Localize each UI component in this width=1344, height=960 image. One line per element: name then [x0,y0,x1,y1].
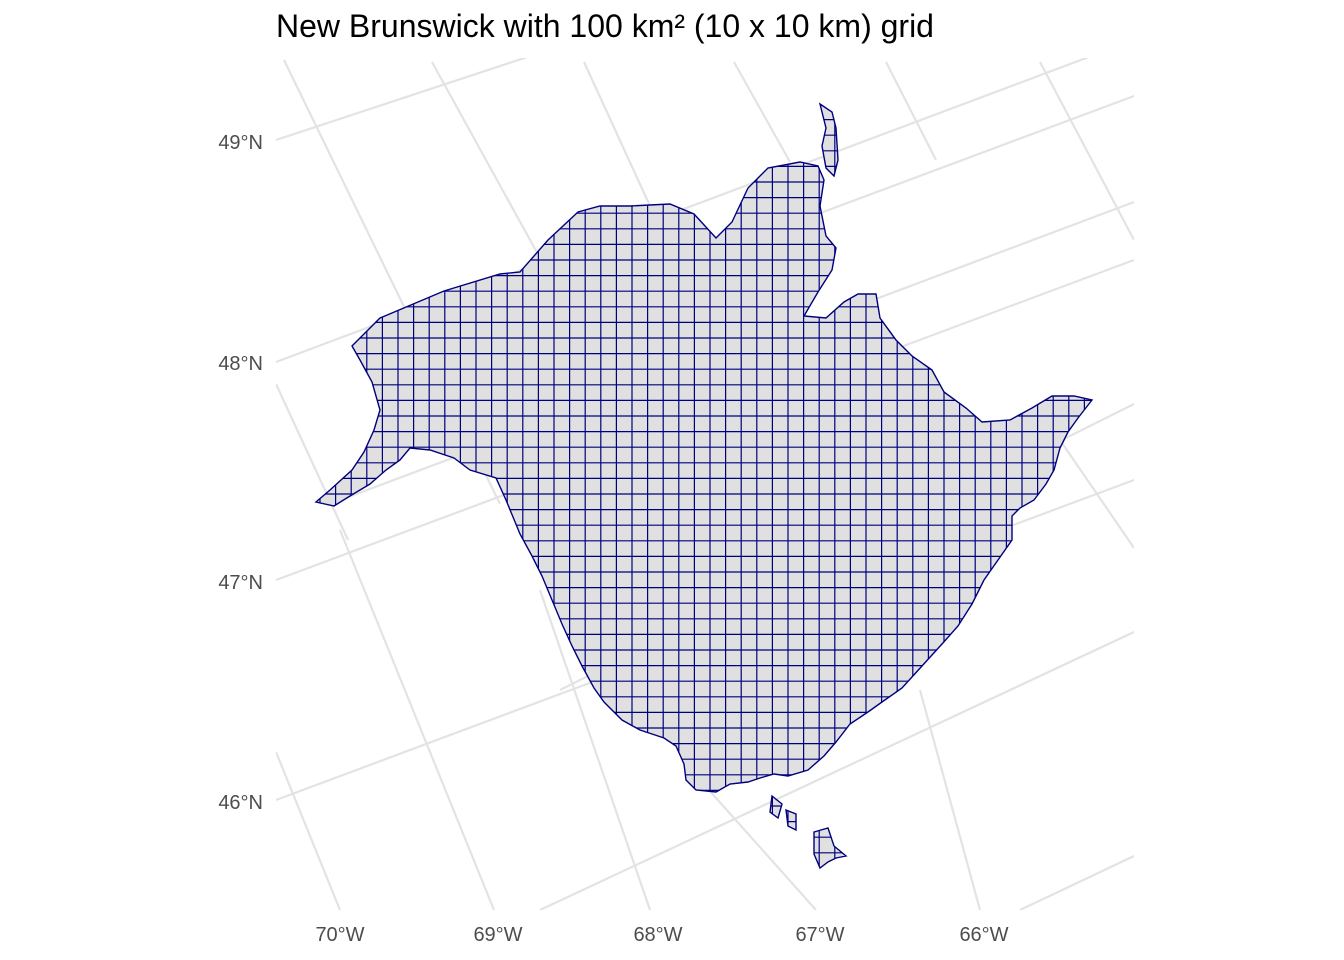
lon-label-69: 69°W [473,924,522,946]
graticule-lon-67 [733,61,791,163]
graticule-lon-70-b [276,383,349,541]
graticule-lon-68-b [538,589,652,910]
lat-label-49: 49°N [218,132,263,154]
lat-label-46: 46°N [218,792,263,814]
graticule-lat-45 [1019,855,1134,910]
graticule-lon-65 [1039,61,1134,241]
graticule-lon-69 [431,61,541,259]
latitude-labels: 49°N 48°N 47°N 46°N [218,132,263,814]
lon-label-66: 66°W [959,924,1008,946]
lon-label-68: 68°W [633,924,682,946]
lat-label-47: 47°N [218,572,263,594]
graticule-lat-49 [276,58,528,142]
lat-label-48: 48°N [218,353,263,375]
graticule-lon-66-b [918,689,982,910]
map-title: New Brunswick with 100 km² (10 x 10 km) … [276,8,934,44]
graticule-lon-66 [885,61,937,161]
graticule-lon-65-b [1059,439,1134,549]
graticule-lon-67-b [699,779,817,910]
graticule-lon-70-c [276,751,342,910]
lon-label-70: 70°W [315,924,364,946]
lon-label-67: 67°W [795,924,844,946]
graticule-lat-45-5 [539,631,1134,910]
longitude-labels: 70°W 69°W 68°W 67°W 66°W [315,924,1008,946]
graticule-lon-69-b [338,529,496,910]
graticule-lon-68 [583,61,651,207]
